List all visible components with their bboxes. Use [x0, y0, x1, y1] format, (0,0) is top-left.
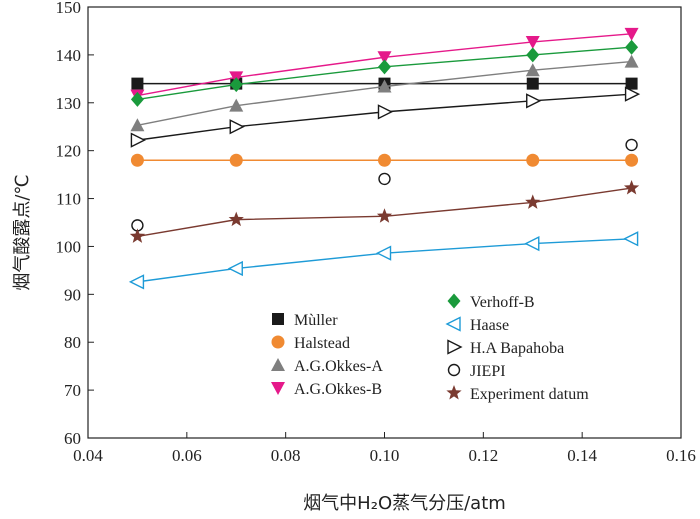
legend-item: Mùller [272, 312, 338, 329]
data-point [130, 91, 144, 107]
legend-marker [271, 358, 285, 371]
x-axis-title: 烟气中H₂O蒸气分压/atm [303, 493, 506, 514]
legend-item: H.A Bapahoba [447, 339, 564, 357]
data-point [130, 118, 145, 132]
series-line [137, 238, 632, 283]
y-tick-label: 150 [56, 0, 82, 17]
x-tick-label: 0.12 [468, 446, 498, 465]
legend: Mùller Halstead A.G.Okkes-A A.G.Okkes-B Verh… [271, 293, 589, 403]
y-tick-label: 70 [64, 381, 81, 400]
legend-label: Experiment datum [470, 386, 589, 403]
series-5 [128, 231, 639, 290]
data-point [378, 172, 391, 186]
data-point [623, 180, 640, 195]
legend-label: A.G.Okkes-A [294, 358, 383, 375]
data-point [377, 51, 392, 65]
y-tick-label: 110 [56, 190, 81, 209]
y-tick-label: 100 [56, 237, 82, 256]
data-point [130, 132, 146, 148]
y-axis-title: 烟气酸露点/℃ [12, 174, 33, 290]
data-point [128, 274, 145, 290]
legend-item: A.G.Okkes-B [271, 381, 382, 398]
legend-marker [272, 313, 284, 325]
data-point [526, 153, 540, 167]
y-tick-label: 120 [56, 142, 82, 161]
axes: 0.04 0.06 0.08 0.10 0.12 0.14 0.16 60 70 80 90 100 1… [56, 0, 696, 465]
legend-item: Halstead [271, 335, 350, 352]
data-point [526, 77, 539, 90]
legend-label: Haase [470, 317, 509, 334]
y-tick-label: 60 [64, 429, 81, 448]
data-point [376, 208, 393, 223]
legend-label: Mùller [294, 312, 338, 329]
data-point [377, 79, 392, 93]
legend-marker [447, 363, 461, 377]
x-tick-label: 0.06 [172, 446, 202, 465]
data-point [624, 27, 639, 41]
legend-label: Verhoff-B [470, 294, 535, 311]
data-point [525, 63, 540, 77]
series-4 [130, 39, 639, 107]
data-point [375, 245, 392, 261]
data-point [227, 260, 243, 277]
legend-label: A.G.Okkes-B [294, 381, 382, 398]
data-point [130, 153, 144, 167]
data-point [623, 231, 639, 247]
x-tick-label: 0.10 [370, 446, 400, 465]
legend-label: Halstead [294, 335, 350, 352]
legend-marker [447, 339, 463, 355]
y-tick-label: 90 [64, 285, 81, 304]
data-point [129, 228, 146, 243]
data-point [525, 194, 541, 209]
data-point [229, 119, 245, 135]
y-tick-label: 80 [64, 333, 81, 352]
data-point [229, 98, 244, 112]
legend-item: A.G.Okkes-A [271, 358, 383, 375]
series-6 [130, 86, 641, 148]
series-7 [131, 138, 638, 232]
series-group [128, 27, 641, 290]
legend-item: JIEPI [447, 363, 506, 380]
series-1 [130, 153, 639, 167]
data-point [378, 153, 391, 167]
legend-item: Haase [445, 316, 509, 334]
y-tick-label: 130 [56, 94, 82, 113]
series-2 [130, 54, 639, 132]
data-point [525, 35, 540, 49]
series-line [137, 93, 632, 141]
data-point [229, 153, 243, 167]
data-point [624, 86, 641, 102]
data-point [131, 77, 144, 90]
x-tick-label: 0.08 [271, 446, 301, 465]
legend-item: Experiment datum [446, 385, 589, 403]
data-point [228, 211, 244, 227]
data-point [624, 54, 639, 68]
data-point [625, 39, 639, 55]
x-tick-label: 0.04 [73, 446, 103, 465]
series-8 [129, 180, 640, 243]
legend-item: Verhoff-B [447, 293, 535, 311]
data-point [229, 77, 243, 93]
data-point [378, 59, 391, 75]
legend-marker [271, 335, 285, 349]
legend-marker [445, 316, 461, 332]
data-point [526, 47, 540, 63]
y-tick-label: 140 [56, 46, 82, 65]
data-point [625, 153, 639, 167]
legend-marker [271, 382, 285, 395]
data-point [524, 235, 540, 252]
legend-marker [446, 385, 462, 400]
legend-label: H.A Bapahoba [470, 340, 564, 357]
legend-marker [447, 293, 461, 309]
data-point [625, 77, 638, 90]
x-tick-label: 0.16 [666, 446, 696, 465]
data-point [625, 138, 638, 152]
data-point [377, 104, 394, 120]
data-point [526, 93, 542, 109]
legend-label: JIEPI [470, 363, 506, 380]
x-tick-label: 0.14 [567, 446, 597, 465]
